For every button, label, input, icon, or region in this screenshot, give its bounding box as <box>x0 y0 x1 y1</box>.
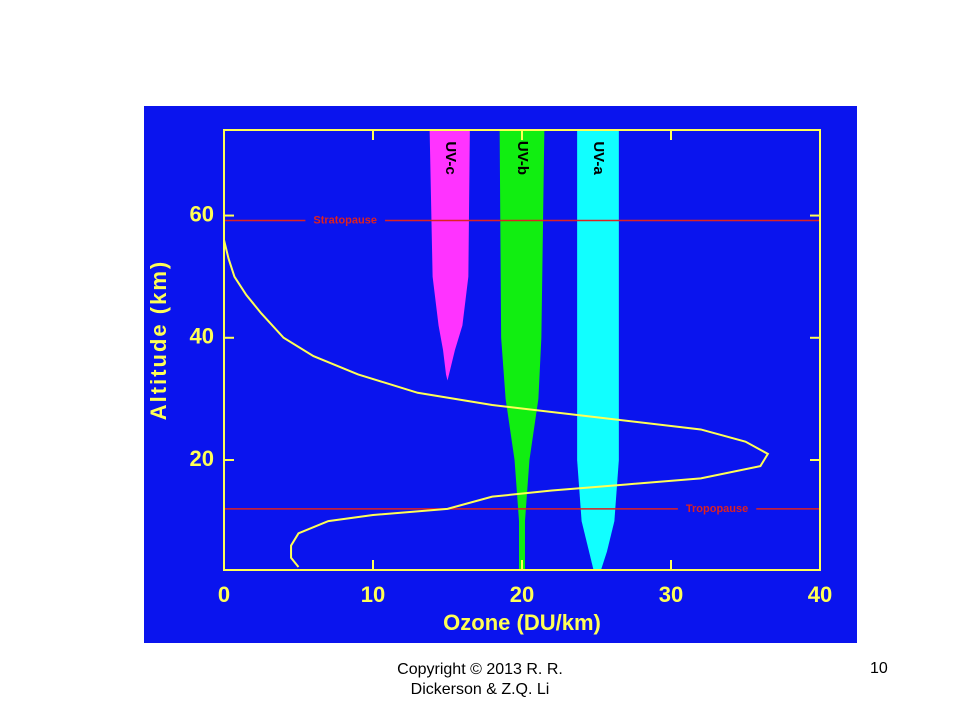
page-number: 10 <box>870 660 888 677</box>
x-tick-label: 10 <box>361 582 385 607</box>
uv-band <box>429 130 470 381</box>
x-tick-label: 20 <box>510 582 534 607</box>
ozone-profile <box>223 239 770 568</box>
x-tick-label: 40 <box>808 582 832 607</box>
plot: UV-c UV-b UV-a Stratopause Tropopause 0 10 20 30… <box>190 129 832 607</box>
x-tick-label: 30 <box>659 582 683 607</box>
y-tick-label: 60 <box>190 201 214 226</box>
label-background <box>677 502 757 515</box>
label-background <box>305 214 385 227</box>
x-tick-label: 0 <box>218 582 230 607</box>
band-label: UV-c <box>442 141 459 174</box>
y-axis-label: Altitude (km) <box>146 260 171 420</box>
reference-label: Stratopause <box>313 214 377 226</box>
x-axis-label: Ozone (DU/km) <box>443 610 601 635</box>
band-label: UV-a <box>590 141 607 175</box>
y-tick-label: 40 <box>190 324 214 349</box>
y-tick-label: 20 <box>190 446 214 471</box>
uv-band <box>499 130 545 570</box>
reference-label: Tropopause <box>686 503 748 515</box>
copyright: Copyright © 2013 R. R. Dickerson & Z.Q. … <box>397 661 563 698</box>
uv-band <box>577 130 619 570</box>
band-label: UV-b <box>514 141 531 175</box>
